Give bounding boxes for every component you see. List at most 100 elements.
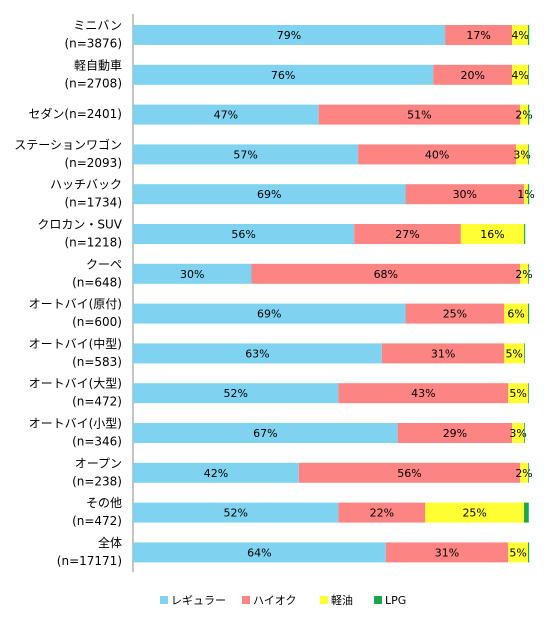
bar-segment: [524, 343, 525, 364]
bar-segment: [504, 303, 528, 324]
category-label: 軽自動車: [74, 58, 122, 72]
bar-segment: [381, 343, 505, 364]
value-label: 22%: [370, 507, 394, 520]
value-label: 42%: [204, 467, 228, 480]
bar-segment: [433, 64, 513, 85]
bar-segment: [445, 25, 513, 45]
value-label: 17%: [466, 29, 490, 42]
category-label: その他: [86, 496, 122, 510]
value-label: 6%: [507, 308, 524, 321]
bar-segment: [508, 542, 528, 563]
value-label: 30%: [453, 188, 477, 201]
bar-segment: [133, 423, 398, 443]
category-label: セダン(n=2401): [28, 106, 122, 121]
bar-segment: [133, 263, 252, 284]
value-label: 57%: [233, 148, 257, 161]
bar-segment: [528, 542, 530, 563]
legend-label: レギュラー: [171, 594, 226, 607]
bar-segment: [512, 423, 525, 443]
category-label: (n=346): [72, 435, 122, 449]
value-label: 2%: [515, 467, 532, 480]
bar-segment: [516, 144, 528, 165]
value-label: 29%: [443, 427, 467, 440]
bar-segment: [524, 184, 528, 205]
value-label: 69%: [257, 188, 281, 201]
category-label: (n=583): [72, 355, 122, 369]
value-label: 4%: [511, 69, 528, 82]
legend-label: LPG: [385, 594, 406, 607]
bar-segment: [528, 263, 529, 284]
legend-swatch: [242, 596, 250, 604]
value-label: 25%: [462, 507, 486, 520]
bar-segment: [528, 25, 530, 45]
category-label: (n=17171): [57, 554, 122, 568]
bar-segment: [133, 462, 299, 483]
bar-segment: [354, 224, 461, 244]
bar-segment: [133, 64, 434, 85]
category-label: (n=600): [72, 315, 122, 329]
bar-segment: [528, 462, 529, 483]
bar-segment: [528, 144, 529, 165]
value-label: 1%: [517, 188, 534, 201]
category-label: オートバイ(小型): [29, 417, 122, 431]
category-label: (n=3876): [64, 37, 122, 51]
bar-segment: [318, 104, 521, 125]
legend-swatch: [374, 596, 382, 604]
value-label: 56%: [231, 228, 255, 241]
category-label: (n=472): [72, 514, 122, 528]
bar-segment: [520, 462, 528, 483]
bar-segment: [512, 64, 528, 85]
bar-segment: [338, 383, 509, 404]
bar-segment: [528, 184, 530, 205]
bar-segment: [251, 263, 521, 284]
value-label: 67%: [253, 427, 277, 440]
bar-segment: [133, 25, 446, 45]
value-label: 76%: [271, 69, 295, 82]
bar-segment: [133, 542, 386, 563]
value-label: 79%: [277, 29, 301, 42]
value-label: 5%: [509, 387, 526, 400]
bar-segment: [524, 502, 529, 523]
category-label: オートバイ(大型): [29, 377, 122, 391]
value-label: 47%: [214, 109, 238, 122]
category-label: (n=2093): [64, 156, 122, 170]
bar-segment: [504, 343, 525, 364]
value-label: 5%: [505, 347, 522, 360]
category-label: (n=238): [72, 474, 122, 488]
bar-segment: [397, 423, 513, 443]
bar-segment: [133, 303, 406, 324]
bar-segment: [338, 502, 426, 523]
value-label: 20%: [460, 69, 484, 82]
value-label: 30%: [180, 268, 204, 281]
bar-segment: [528, 303, 530, 324]
value-label: 2%: [515, 268, 532, 281]
bar-segment: [133, 383, 339, 404]
bar-segment: [528, 383, 529, 404]
value-label: 3%: [513, 148, 530, 161]
value-label: 31%: [431, 347, 455, 360]
legend-label: 軽油: [331, 593, 353, 607]
bar-segment: [405, 184, 525, 205]
bar-segment: [133, 144, 359, 165]
bar-segment: [133, 224, 355, 244]
legend-swatch: [320, 596, 328, 604]
category-label: オートバイ(原付): [29, 297, 122, 311]
bar-segment: [133, 343, 382, 364]
value-label: 51%: [407, 109, 431, 122]
value-label: 5%: [509, 546, 526, 559]
bar-segment: [520, 104, 528, 125]
value-label: 4%: [511, 29, 528, 42]
bar-segment: [512, 25, 528, 45]
category-label: クーペ: [86, 257, 122, 271]
category-label: (n=472): [72, 395, 122, 409]
value-label: 25%: [443, 308, 467, 321]
value-label: 40%: [425, 148, 449, 161]
value-label: 43%: [411, 387, 435, 400]
value-label: 63%: [245, 347, 269, 360]
bar-segment: [133, 502, 339, 523]
bar-segment: [358, 144, 517, 165]
bar-segment: [133, 184, 406, 205]
value-label: 69%: [257, 308, 281, 321]
category-label: ステーションワゴン: [14, 137, 122, 152]
